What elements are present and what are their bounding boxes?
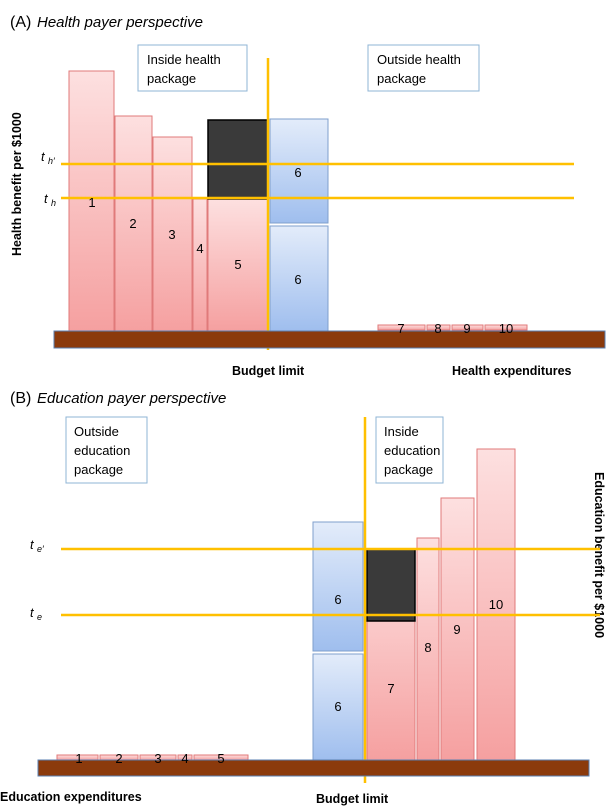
health-bar-1-label: 1	[88, 195, 95, 210]
threshold-e-prime-sub: e′	[37, 544, 44, 554]
outside-education-line3: package	[74, 462, 123, 477]
health-dark-block	[207, 119, 269, 200]
threshold-h-label: t	[44, 191, 49, 206]
education-bar-6-top-label: 6	[334, 592, 341, 607]
health-bar-8-label: 8	[434, 321, 441, 336]
education-y-axis-label: Education benefit per $1000	[592, 472, 606, 638]
health-bar-6-top	[269, 118, 329, 224]
health-bar-7-label: 7	[397, 321, 404, 336]
outside-education-line1: Outside	[74, 424, 119, 439]
panel-a-label: (A)	[10, 14, 31, 31]
education-bar-4-label: 4	[181, 751, 188, 766]
health-bar-5	[207, 198, 269, 332]
education-bar-6-top	[312, 521, 364, 652]
threshold-e-sub: e	[37, 612, 42, 622]
inside-education-line1: Inside	[384, 424, 419, 439]
outside-health-line2: package	[377, 71, 426, 86]
panel-b-label: (B)	[10, 390, 31, 407]
health-bar-10	[484, 324, 528, 331]
education-budget-label: Budget limit	[316, 792, 389, 806]
education-bar-3-label: 3	[154, 751, 161, 766]
outside-health-line1: Outside health	[377, 52, 461, 67]
threshold-h-sub: h	[51, 198, 56, 208]
education-bar-2-label: 2	[115, 751, 122, 766]
health-bar-3-label: 3	[168, 227, 175, 242]
panel-a-title: Health payer perspective	[37, 14, 203, 31]
health-bar-4	[192, 198, 208, 332]
education-bar-8-label: 8	[424, 640, 431, 655]
health-bar-9-label: 9	[463, 321, 470, 336]
health-bar-10-label: 10	[499, 321, 513, 336]
education-bar-5-label: 5	[217, 751, 224, 766]
inside-education-box	[375, 416, 444, 484]
inside-education-line3: package	[384, 462, 433, 477]
health-bar-5-label: 5	[234, 257, 241, 272]
inside-health-line2: package	[147, 71, 196, 86]
threshold-e-prime-label: t	[30, 537, 35, 552]
education-dark-block	[366, 548, 416, 622]
threshold-h-prime-sub: h′	[48, 156, 55, 166]
health-budget-label: Budget limit	[232, 364, 305, 378]
health-ground	[53, 330, 606, 349]
inside-health-box	[137, 44, 248, 92]
health-bar-9	[451, 324, 484, 331]
education-bar-10	[476, 448, 516, 761]
outside-education-box	[65, 416, 148, 484]
health-bar-6-bottom-label: 6	[294, 272, 301, 287]
inside-education-line2: education	[384, 443, 440, 458]
health-y-axis-label: Health benefit per $1000	[10, 112, 24, 256]
education-x-axis-label: Education expenditures	[0, 790, 142, 804]
health-bar-4-label: 4	[196, 241, 203, 256]
education-bar-9-label: 9	[453, 622, 460, 637]
education-bar-10-label: 10	[489, 597, 503, 612]
panel-b-title: Education payer perspective	[37, 390, 226, 407]
education-bar-1-label: 1	[75, 751, 82, 766]
education-bar-6-bottom	[312, 653, 364, 761]
threshold-e-label: t	[30, 605, 35, 620]
inside-health-line1: Inside health	[147, 52, 221, 67]
health-x-axis-label: Health expenditures	[452, 364, 572, 378]
education-ground	[37, 759, 590, 777]
outside-health-box	[367, 44, 480, 92]
outside-education-line2: education	[74, 443, 130, 458]
health-bar-7	[377, 324, 426, 331]
health-bar-6-bottom	[269, 225, 329, 332]
health-bar-6-top-label: 6	[294, 165, 301, 180]
health-bar-8	[426, 324, 451, 331]
health-bar-1	[68, 70, 115, 332]
health-bar-2-label: 2	[129, 216, 136, 231]
panel-a: (A) Health payer perspective Inside heal…	[10, 14, 606, 378]
education-bar-6-bottom-label: 6	[334, 699, 341, 714]
education-bar-7-label: 7	[387, 681, 394, 696]
education-bar-9	[440, 497, 475, 761]
health-bar-2	[114, 115, 153, 332]
threshold-h-prime-label: t	[41, 149, 46, 164]
panel-b: (B) Education payer perspective Outside …	[0, 390, 606, 806]
